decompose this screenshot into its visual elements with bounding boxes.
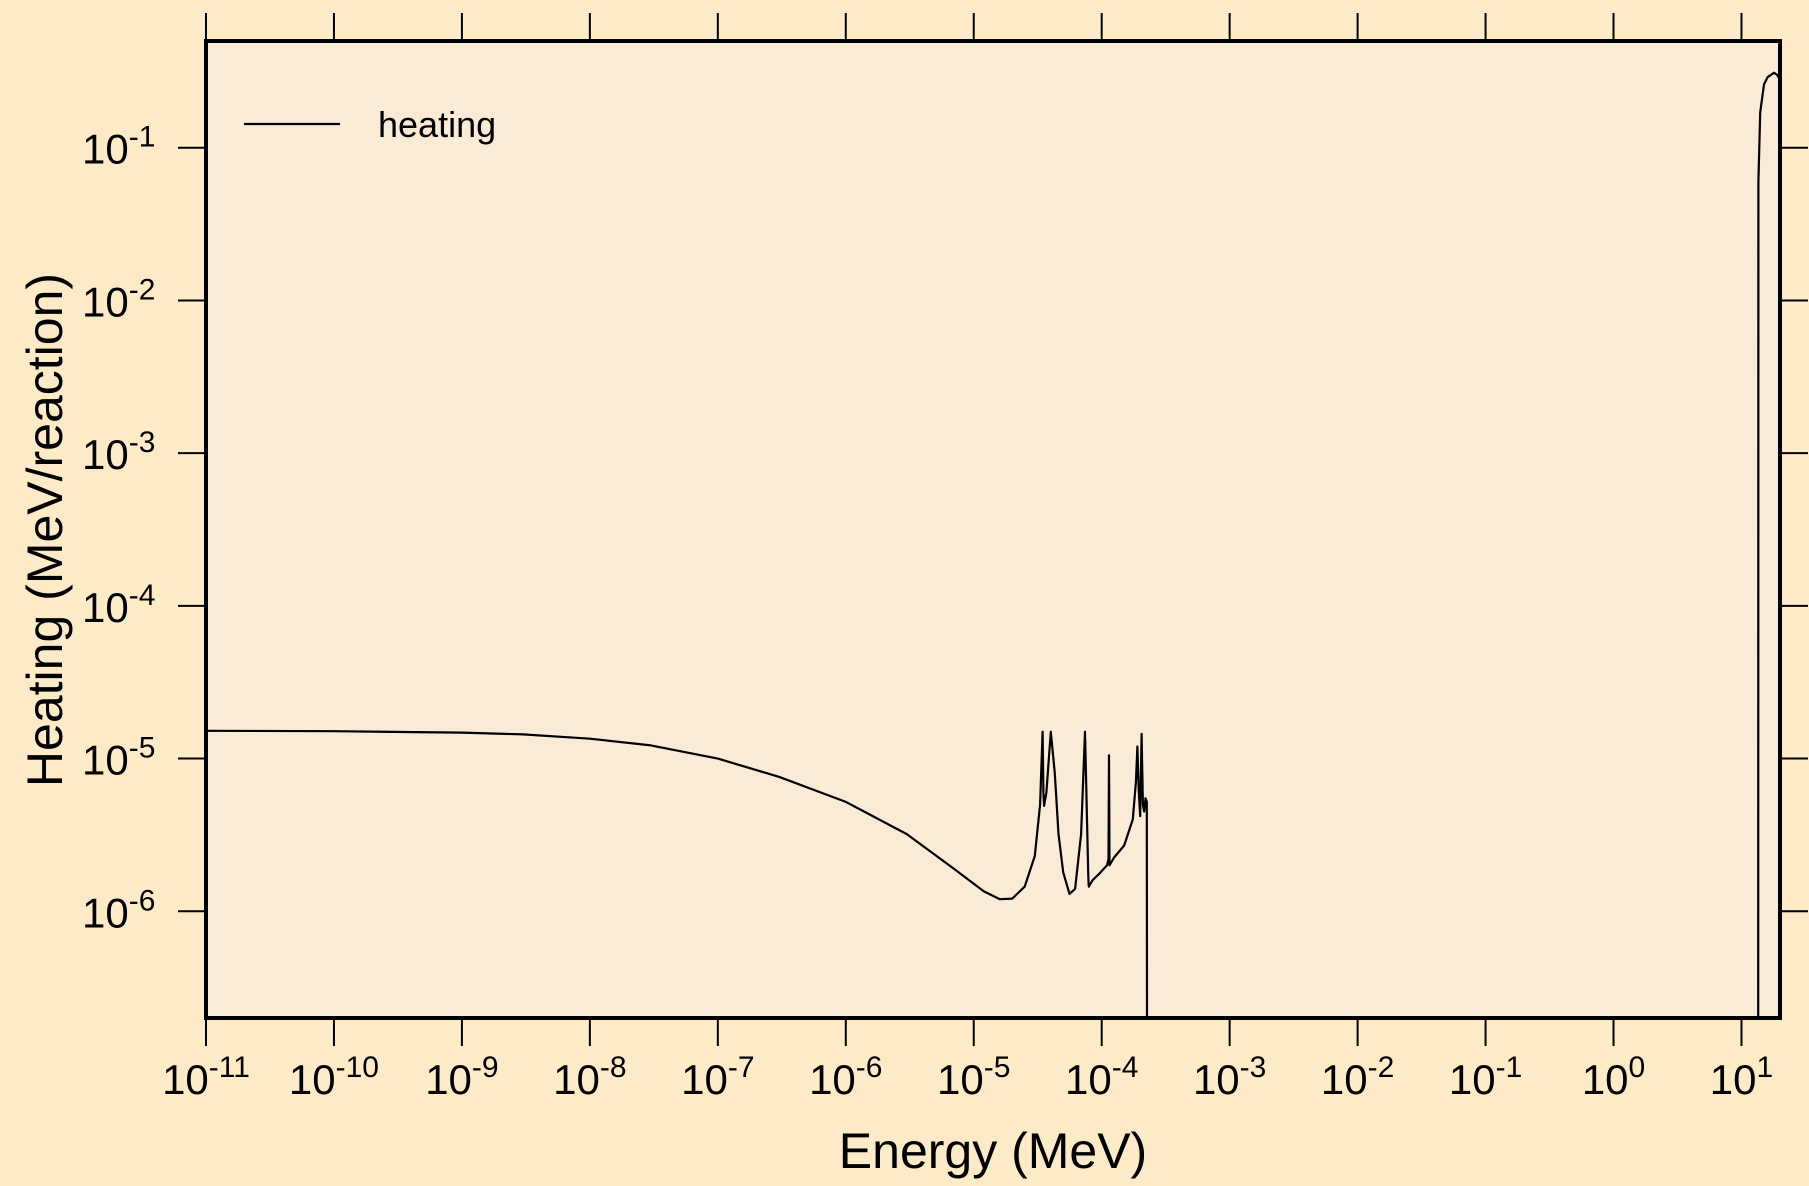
x-tick-label: 10-2	[1321, 1051, 1394, 1103]
y-tick-label: 10-4	[82, 579, 155, 631]
plot-frame	[204, 39, 1782, 1020]
legend: heating	[244, 104, 496, 145]
x-tick-label: 10-5	[937, 1051, 1010, 1103]
axis-ticks	[178, 13, 1808, 1046]
y-tick-label: 10-3	[82, 426, 155, 478]
x-axis-title: Energy (MeV)	[839, 1123, 1147, 1179]
plot-area	[206, 41, 1780, 1018]
y-tick-label: 10-1	[82, 121, 155, 173]
tick-labels: 10-11 10-10 10-9 10-8 10-7 10-6 10-5 10-4 10-3 10…	[82, 121, 1773, 1103]
x-tick-label: 10-1	[1449, 1051, 1522, 1103]
x-tick-label: 101	[1710, 1051, 1773, 1103]
x-tick-label: 10-9	[425, 1051, 498, 1103]
y-tick-label: 10-6	[82, 884, 155, 936]
y-axis-title: Heating (MeV/reaction)	[17, 273, 73, 787]
x-tick-label: 10-11	[162, 1051, 250, 1103]
x-tick-label: 100	[1582, 1051, 1645, 1103]
y-tick-label: 10-2	[82, 273, 155, 325]
y-tick-label: 10-5	[82, 732, 155, 784]
legend-label-heating: heating	[378, 104, 496, 145]
x-tick-label: 10-6	[809, 1051, 882, 1103]
x-tick-label: 10-10	[289, 1051, 379, 1103]
x-tick-label: 10-4	[1065, 1051, 1138, 1103]
x-tick-label: 10-3	[1193, 1051, 1266, 1103]
x-tick-label: 10-7	[681, 1051, 754, 1103]
x-tick-label: 10-8	[553, 1051, 626, 1103]
